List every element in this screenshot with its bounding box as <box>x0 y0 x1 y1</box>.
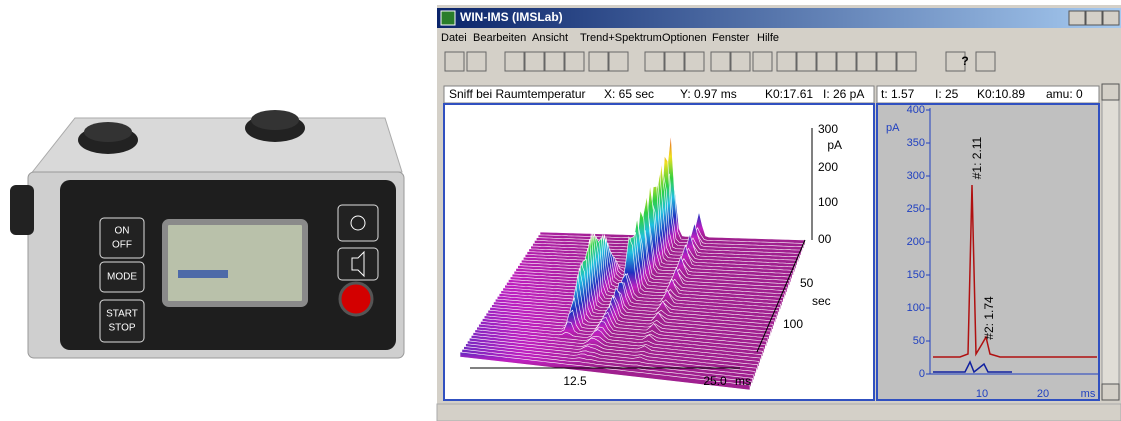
y-tick-label: 200 <box>907 236 925 248</box>
toolbar-button[interactable] <box>753 52 772 71</box>
status-text: K0:17.61 <box>765 87 813 101</box>
status-bar <box>437 404 1121 421</box>
toolbar-button[interactable] <box>837 52 856 71</box>
scrollbar[interactable] <box>1102 84 1119 400</box>
status-text: X: 65 sec <box>604 87 654 101</box>
toolbar-button[interactable] <box>609 52 628 71</box>
menu-item[interactable]: Optionen <box>662 32 707 44</box>
toolbar-button[interactable] <box>545 52 564 71</box>
toolbar-button[interactable] <box>685 52 704 71</box>
toolbar-button[interactable] <box>665 52 684 71</box>
menu-item[interactable]: Bearbeiten <box>473 32 526 44</box>
status-text: I: 25 <box>935 87 959 101</box>
close[interactable] <box>1103 11 1119 25</box>
menu-item[interactable]: Hilfe <box>757 32 779 44</box>
x-tick-label: 10 <box>976 388 988 400</box>
toolbar-button[interactable] <box>777 52 796 71</box>
depth-tick-label: 100 <box>783 317 803 331</box>
peak-label: #1: 2.11 <box>970 136 984 179</box>
window-title: WIN-IMS (IMSLab) <box>460 10 563 24</box>
toolbar-button[interactable] <box>897 52 916 71</box>
menu-item[interactable]: Datei <box>441 32 467 44</box>
toolbar-button[interactable] <box>731 52 750 71</box>
toolbar-button[interactable] <box>797 52 816 71</box>
z-tick-label: 100 <box>818 195 838 209</box>
maximize[interactable] <box>1086 11 1102 25</box>
toolbar-button[interactable] <box>589 52 608 71</box>
page: ON OFF MODE START STOP WIN-IMS (IMSLab) … <box>0 0 1121 421</box>
toolbar-button[interactable] <box>505 52 524 71</box>
toolbar-button[interactable] <box>565 52 584 71</box>
menu-item[interactable]: Fenster <box>712 32 750 44</box>
button-label: STOP <box>108 323 135 334</box>
button-label: START <box>106 309 138 320</box>
on-off-button[interactable] <box>100 218 144 258</box>
status-text: Y: 0.97 ms <box>680 87 737 101</box>
app-window: WIN-IMS (IMSLab) Datei Bearbeiten Ansicht T… <box>437 5 1121 421</box>
menu-item[interactable]: Ansicht <box>532 32 568 44</box>
toolbar-button[interactable] <box>711 52 730 71</box>
y-tick-label: 300 <box>907 170 925 182</box>
minimize[interactable] <box>1069 11 1085 25</box>
peak-label: #2: 1.74 <box>982 296 996 340</box>
status-text: I: 26 pA <box>823 87 864 101</box>
y-tick-label: 0 <box>919 368 925 380</box>
light-button[interactable] <box>338 205 378 241</box>
z-unit: pA <box>827 138 842 152</box>
toolbar-button[interactable] <box>817 52 836 71</box>
depth-tick-label: 50 <box>800 276 814 290</box>
depth-unit: sec <box>812 294 831 308</box>
screen: ON OFF MODE START STOP WIN-IMS (IMSLab) … <box>0 0 1121 421</box>
y-tick-label: 400 <box>907 104 925 116</box>
y-unit: pA <box>886 122 900 134</box>
x-tick-label: 25.0 <box>703 374 727 388</box>
toolbar-button[interactable] <box>467 52 486 71</box>
help-button-label: ? <box>961 54 968 68</box>
x-unit: ms <box>1081 388 1096 400</box>
y-tick-label: 100 <box>907 302 925 314</box>
status-text: t: 1.57 <box>881 87 915 101</box>
sound-button[interactable] <box>338 248 378 280</box>
z-tick-label: 00 <box>818 232 832 246</box>
menu-item[interactable]: Trend+Spektrum <box>580 32 662 44</box>
y-tick-label: 350 <box>907 137 925 149</box>
button-label: MODE <box>107 272 137 283</box>
toolbar-button[interactable] <box>976 52 995 71</box>
status-text: Sniff bei Raumtemperatur <box>449 87 586 101</box>
device-photo: ON OFF MODE START STOP <box>10 110 404 358</box>
red-button[interactable] <box>340 283 372 315</box>
status-text: K0:10.89 <box>977 87 1025 101</box>
x-tick-label: 20 <box>1037 388 1049 400</box>
y-tick-label: 250 <box>907 203 925 215</box>
y-tick-label: 50 <box>913 335 925 347</box>
toolbar-button[interactable] <box>857 52 876 71</box>
x-tick-label: 12.5 <box>563 374 587 388</box>
toolbar-button[interactable] <box>445 52 464 71</box>
toolbar-button[interactable] <box>645 52 664 71</box>
start-stop-button[interactable] <box>100 300 144 342</box>
toolbar-button[interactable] <box>525 52 544 71</box>
button-label: ON <box>115 226 130 237</box>
z-tick-label: 300 <box>818 122 838 136</box>
toolbar-button[interactable] <box>877 52 896 71</box>
x-unit: ms <box>735 374 751 388</box>
y-tick-label: 150 <box>907 269 925 281</box>
z-tick-label: 200 <box>818 160 838 174</box>
status-text: amu: 0 <box>1046 87 1083 101</box>
button-label: OFF <box>112 240 132 251</box>
